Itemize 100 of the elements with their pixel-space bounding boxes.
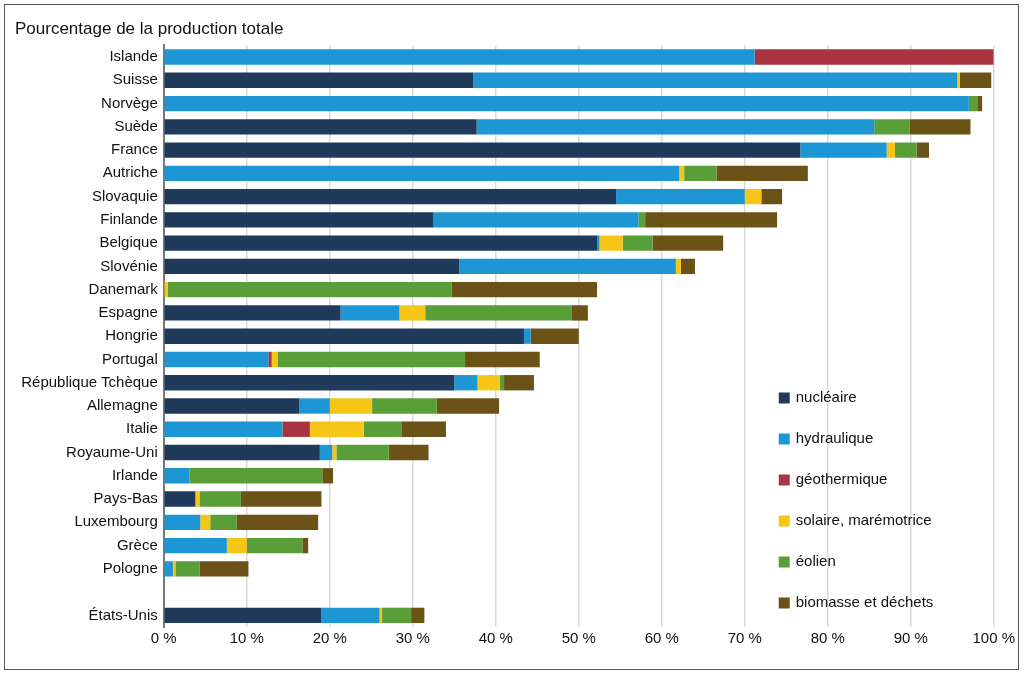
bar bbox=[299, 398, 330, 414]
bar bbox=[616, 188, 745, 205]
y-tick-label: États-Unis bbox=[88, 605, 158, 623]
bar bbox=[909, 119, 971, 135]
bar bbox=[329, 398, 373, 414]
bar bbox=[164, 514, 201, 530]
x-tick-label: 10 % bbox=[229, 629, 264, 647]
bar bbox=[874, 119, 910, 135]
bar bbox=[164, 607, 322, 624]
legend-label: géothermique bbox=[795, 469, 888, 487]
bar bbox=[744, 188, 762, 205]
bar bbox=[363, 421, 402, 437]
y-tick-label: Finlande bbox=[100, 210, 158, 228]
bar bbox=[622, 235, 653, 251]
bar bbox=[800, 142, 887, 158]
bar bbox=[571, 305, 588, 321]
y-tick-label: Autriche bbox=[102, 163, 158, 181]
bar bbox=[433, 212, 639, 228]
bar bbox=[459, 258, 676, 275]
bar bbox=[195, 491, 200, 507]
bar bbox=[164, 375, 455, 391]
bar bbox=[189, 468, 323, 484]
bar bbox=[454, 375, 478, 391]
bar bbox=[246, 537, 303, 554]
bar bbox=[309, 421, 364, 437]
y-tick-label: Grèce bbox=[116, 535, 158, 553]
bar bbox=[680, 258, 695, 275]
x-tick-label: 20 % bbox=[312, 629, 347, 647]
x-tick-label: 90 % bbox=[893, 629, 928, 647]
bar bbox=[436, 398, 500, 414]
x-tick-label: 50 % bbox=[561, 629, 596, 647]
y-tick-label: Espagne bbox=[98, 303, 158, 321]
legend-label: biomasse et déchets bbox=[795, 592, 934, 610]
bar bbox=[597, 235, 600, 251]
bar bbox=[164, 165, 680, 182]
bar bbox=[523, 328, 531, 344]
bar bbox=[164, 72, 474, 88]
bar bbox=[164, 491, 196, 507]
y-tick-label: Irlande bbox=[111, 465, 158, 483]
x-tick-label: 40 % bbox=[478, 629, 513, 647]
bar bbox=[652, 235, 724, 251]
bar bbox=[277, 351, 466, 368]
bar bbox=[200, 514, 211, 530]
bar bbox=[401, 421, 446, 437]
bar bbox=[679, 165, 685, 182]
y-tick-label: Royaume-Uni bbox=[66, 442, 158, 460]
x-tick-label: 70 % bbox=[727, 629, 762, 647]
bar bbox=[164, 212, 434, 228]
bar bbox=[977, 95, 983, 112]
y-tick-label: Islande bbox=[109, 47, 158, 65]
legend-label: hydraulique bbox=[795, 428, 874, 446]
bar bbox=[167, 282, 452, 298]
bar bbox=[716, 165, 808, 182]
bar bbox=[388, 444, 429, 461]
bar bbox=[164, 305, 341, 321]
bar bbox=[959, 72, 992, 88]
bar bbox=[164, 421, 283, 437]
x-tick-label: 100 % bbox=[972, 629, 1016, 647]
bar bbox=[894, 142, 917, 158]
bar bbox=[477, 375, 500, 391]
bar bbox=[164, 444, 320, 461]
bar bbox=[968, 95, 978, 112]
bar bbox=[382, 607, 412, 624]
bar bbox=[372, 398, 437, 414]
y-tick-label: Portugal bbox=[101, 349, 158, 367]
y-tick-label: Suède bbox=[114, 116, 158, 134]
bar bbox=[164, 537, 227, 554]
bar bbox=[332, 444, 337, 461]
bar bbox=[164, 95, 969, 112]
bar bbox=[302, 537, 309, 554]
y-tick-label: Slovaquie bbox=[91, 186, 158, 204]
bar bbox=[164, 328, 524, 344]
bar bbox=[322, 468, 334, 484]
y-tick-label: Hongrie bbox=[105, 326, 158, 344]
y-tick-label: Italie bbox=[126, 419, 158, 437]
y-tick-label: Danemark bbox=[88, 279, 159, 297]
bar bbox=[268, 351, 272, 368]
bar bbox=[164, 398, 300, 414]
x-tick-label: 60 % bbox=[644, 629, 679, 647]
bar bbox=[761, 188, 783, 205]
bar bbox=[164, 188, 617, 205]
bar bbox=[226, 537, 247, 554]
bar bbox=[336, 444, 389, 461]
bar bbox=[425, 305, 572, 321]
bar bbox=[465, 351, 540, 368]
y-tick-label: France bbox=[111, 140, 158, 158]
bar bbox=[321, 607, 380, 624]
y-tick-label: Pays-Bas bbox=[93, 489, 158, 507]
bar bbox=[916, 142, 929, 158]
bar bbox=[210, 514, 237, 530]
bar bbox=[411, 607, 425, 624]
x-tick-label: 0 % bbox=[150, 629, 177, 647]
bar bbox=[199, 491, 241, 507]
bar bbox=[957, 72, 960, 88]
x-tick-label: 30 % bbox=[395, 629, 430, 647]
bar bbox=[645, 212, 778, 228]
legend-label: solaire, marémotrice bbox=[795, 510, 932, 528]
legend-label: nucléaire bbox=[795, 387, 857, 405]
bar bbox=[499, 375, 505, 391]
bar bbox=[319, 444, 333, 461]
